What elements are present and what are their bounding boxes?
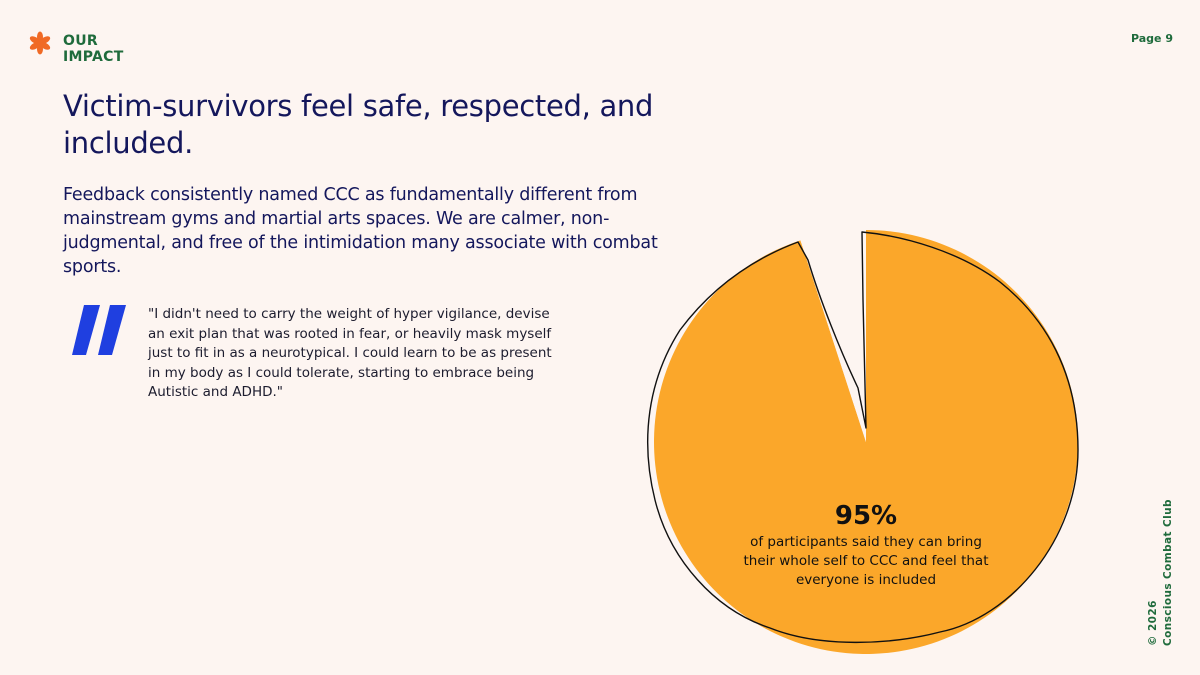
asterisk-flower-icon	[29, 31, 51, 55]
testimonial-quote: "I didn't need to carry the weight of hy…	[148, 306, 552, 400]
stat-value: 95%	[834, 501, 898, 531]
copyright-text: © 2026	[1147, 600, 1159, 646]
pie-slice-1	[800, 230, 866, 442]
lead-paragraph: Feedback consistently named CCC as funda…	[63, 185, 658, 277]
section-label-line1: OUR	[63, 33, 98, 49]
footer-credit: © 2026 Conscious Combat Club	[1146, 499, 1176, 646]
organization-name: Conscious Combat Club	[1162, 499, 1174, 646]
page-title: Victim-survivors feel safe, respected, a…	[63, 89, 654, 160]
quotation-mark-icon	[72, 305, 126, 355]
section-label: OUR IMPACT	[63, 33, 124, 65]
stat-description: of participants said they can bring thei…	[743, 534, 989, 588]
pie-outline-sketch	[647, 231, 1079, 644]
section-label-line2: IMPACT	[63, 49, 124, 65]
page-number: Page 9	[1130, 32, 1173, 45]
